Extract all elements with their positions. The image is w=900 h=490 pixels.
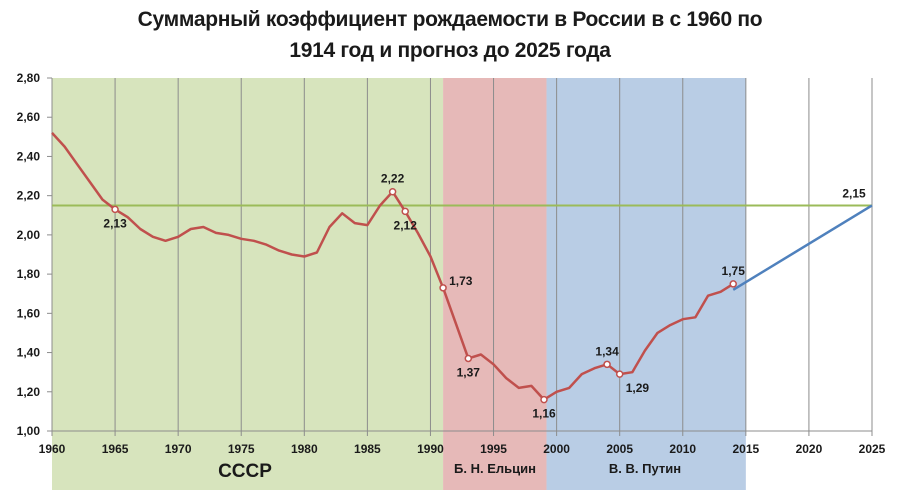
data-point-marker [464, 354, 473, 363]
era-label-0: СССР [218, 461, 272, 482]
forecast-line [732, 204, 873, 291]
data-point-marker [729, 280, 737, 288]
y-tick-label: 2,80 [17, 71, 41, 85]
data-point-label: 1,75 [722, 264, 746, 278]
data-point-label: 2,22 [381, 172, 405, 186]
y-tick-label: 1,00 [17, 424, 41, 438]
x-tick-label: 2000 [543, 442, 570, 456]
y-tick-label: 2,40 [17, 149, 41, 163]
y-tick-label: 1,80 [17, 267, 41, 281]
data-point-label: 1,37 [457, 365, 481, 379]
vertical-gridlines [114, 78, 873, 431]
y-tick-label: 1,60 [17, 306, 41, 320]
data-point-marker [540, 395, 548, 404]
x-tick-label: 2015 [732, 442, 759, 456]
era-regions [52, 78, 746, 490]
x-tick-label: 1975 [228, 442, 255, 456]
data-point-marker [401, 207, 409, 216]
data-point-marker [388, 187, 397, 196]
region-band-1 [443, 78, 547, 490]
data-point-label: 2,13 [103, 216, 127, 230]
x-tick-label: 1990 [417, 442, 444, 456]
region-band-0 [52, 78, 444, 490]
data-point-label: 1,29 [626, 381, 650, 395]
data-point-label: 1,73 [449, 274, 473, 288]
x-tick-label: 1995 [480, 442, 507, 456]
data-labels: 2,13 2,22 2,12 1,73 1,37 1,16 1,34 1,29 1,75 2,15 [103, 172, 866, 421]
era-labels: СССР Б. Н. Ельцин В. В. Путин [218, 461, 681, 482]
y-tick-label: 2,00 [17, 228, 41, 242]
y-tick-label: 1,40 [17, 346, 41, 360]
chart-title-line-2: 1914 год и прогноз до 2025 года [289, 39, 611, 62]
x-tick-label: 1985 [354, 442, 381, 456]
x-tick-label: 2010 [669, 442, 696, 456]
era-label-2: В. В. Путин [609, 461, 681, 476]
y-tick-label: 2,20 [17, 189, 41, 203]
chart-title: Суммарный коэффициент рождаемости в Росс… [0, 4, 900, 66]
data-point-marker [603, 360, 611, 369]
data-point-marker [111, 205, 119, 214]
axes: 1,00 1,20 1,40 1,60 1,80 2,00 2,20 2,40 2,60 2,80… [17, 71, 886, 456]
x-tick-label: 1960 [39, 442, 66, 456]
x-tick-label: 1980 [291, 442, 318, 456]
region-band-2 [546, 78, 746, 490]
data-point-marker [439, 284, 447, 292]
data-point-label: 2,15 [842, 186, 866, 200]
x-tick-label: 2005 [606, 442, 633, 456]
data-point-marker [615, 370, 624, 378]
data-point-label: 1,16 [532, 407, 556, 421]
x-tick-label: 2020 [796, 442, 823, 456]
x-tick-label: 1965 [102, 442, 129, 456]
data-point-label: 2,12 [394, 218, 418, 232]
era-label-1: Б. Н. Ельцин [454, 461, 536, 476]
y-tick-label: 1,20 [17, 385, 41, 399]
x-tick-label: 1970 [165, 442, 192, 456]
data-point-label: 1,34 [595, 344, 619, 358]
chart-title-line-1: Суммарный коэффициент рождаемости в Росс… [137, 8, 763, 31]
y-tick-label: 2,60 [17, 110, 41, 124]
x-tick-label: 2025 [859, 442, 886, 456]
